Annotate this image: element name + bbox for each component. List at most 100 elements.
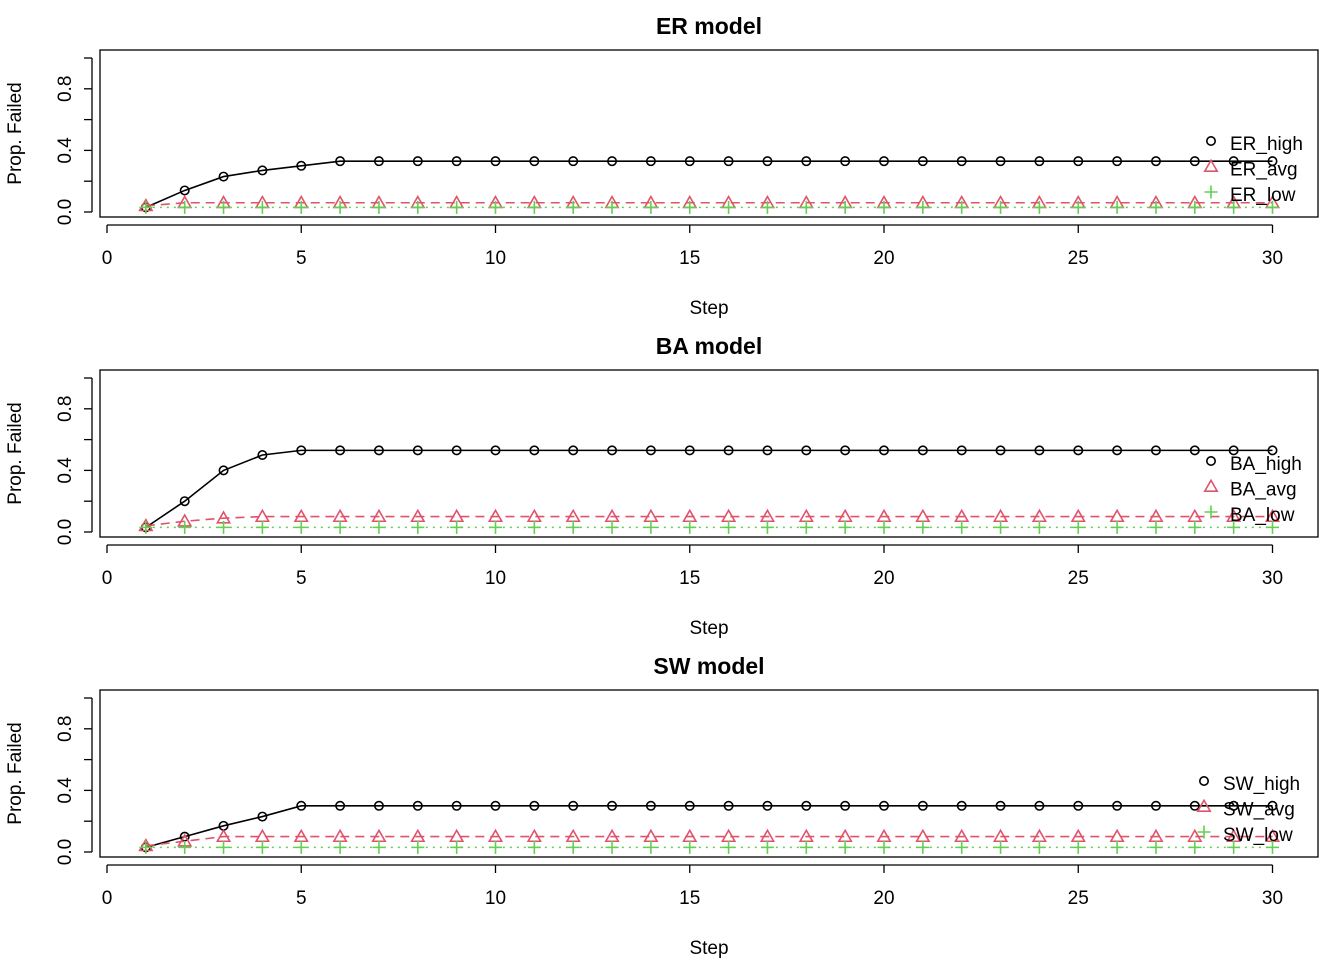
data-point [955,520,969,534]
x-tick-label: 25 [1068,568,1089,589]
data-point [178,520,192,534]
data-point [217,840,231,854]
data-point [257,449,268,460]
data-point [722,840,736,854]
data-point [451,800,462,811]
data-point [878,445,889,456]
x-axis-label: Step [689,938,728,959]
series-line [145,835,1273,847]
data-point [878,800,889,811]
data-point [1267,800,1278,811]
data-point [527,520,541,534]
data-point [1189,800,1200,811]
y-tick-label: 0.8 [55,396,76,422]
data-point [1034,800,1045,811]
y-tick-label: 0.8 [55,76,76,102]
data-point [995,156,1006,167]
series-ER_avg [138,194,1281,212]
chart-title: SW model [653,653,764,679]
data-point [178,200,192,214]
data-point [373,156,384,167]
data-point [335,445,346,456]
data-point [178,840,192,854]
plot-frame [99,689,1319,858]
data-point [255,200,269,214]
data-point [373,445,384,456]
data-point [684,800,695,811]
data-point [916,520,930,534]
legend-label: ER_low [1230,185,1296,206]
data-point [1227,520,1241,534]
data-point [838,200,852,214]
legend-label: ER_avg [1230,160,1298,181]
data-point [840,156,851,167]
series-SW_avg [138,828,1281,852]
data-point [489,840,502,854]
x-tick-label: 5 [296,248,307,269]
data-point [296,160,307,171]
data-point [568,156,579,167]
data-point [1150,800,1161,811]
data-point [257,811,268,822]
data-point [1071,200,1085,214]
y-tick-label: 0.4 [55,777,76,804]
data-point [916,840,930,854]
data-point [799,840,813,854]
data-point [1034,156,1045,167]
x-tick-label: 20 [873,248,894,269]
data-point [450,840,464,854]
data-point [994,200,1008,214]
data-point [333,520,347,534]
data-point [412,800,423,811]
data-point [1227,840,1241,854]
y-tick-label: 0.0 [55,519,76,545]
data-point [1073,156,1084,167]
legend: BA_high BA_avg BA_low [1203,454,1302,526]
legend-marker [1197,825,1211,839]
data-point [1188,840,1202,854]
series-SW_high [140,800,1278,853]
y-axis-label: Prop. Failed [5,402,26,504]
data-point [838,840,852,854]
data-point [607,800,618,811]
legend-marker [1204,505,1218,519]
legend-label: SW_avg [1223,800,1295,821]
data-point [257,165,268,176]
data-point [799,200,813,214]
data-point [1267,445,1278,456]
series-line [145,515,1273,527]
data-point [1228,445,1239,456]
data-point [1071,840,1085,854]
data-point [605,840,619,854]
data-point [566,200,580,214]
data-point [1228,800,1239,811]
x-tick-label: 0 [102,568,113,589]
series-SW_low [139,840,1279,854]
data-point [956,445,967,456]
data-point [1267,156,1278,167]
chart-title: BA model [656,333,763,359]
data-point [917,156,928,167]
data-point [218,465,229,476]
data-point [762,156,773,167]
data-point [411,840,425,854]
x-tick-label: 10 [485,248,506,269]
data-point [1110,520,1124,534]
series-BA_high [140,445,1278,533]
y-axis-label: Prop. Failed [5,82,26,184]
panel-2: BA model 0 5 10 15 20 25 30 Step 0.0 0.4 0.8 Prop. F… [5,333,1319,639]
data-point [255,520,269,534]
data-point [490,156,501,167]
data-point [294,200,308,214]
data-point [605,200,619,214]
data-point [1189,156,1200,167]
y-tick-label: 0.8 [55,716,76,742]
data-point [1150,445,1161,456]
data-point [799,520,813,534]
data-point [372,200,386,214]
legend-marker [1199,775,1210,786]
data-point [450,200,464,214]
data-point [917,800,928,811]
data-point [450,520,464,534]
